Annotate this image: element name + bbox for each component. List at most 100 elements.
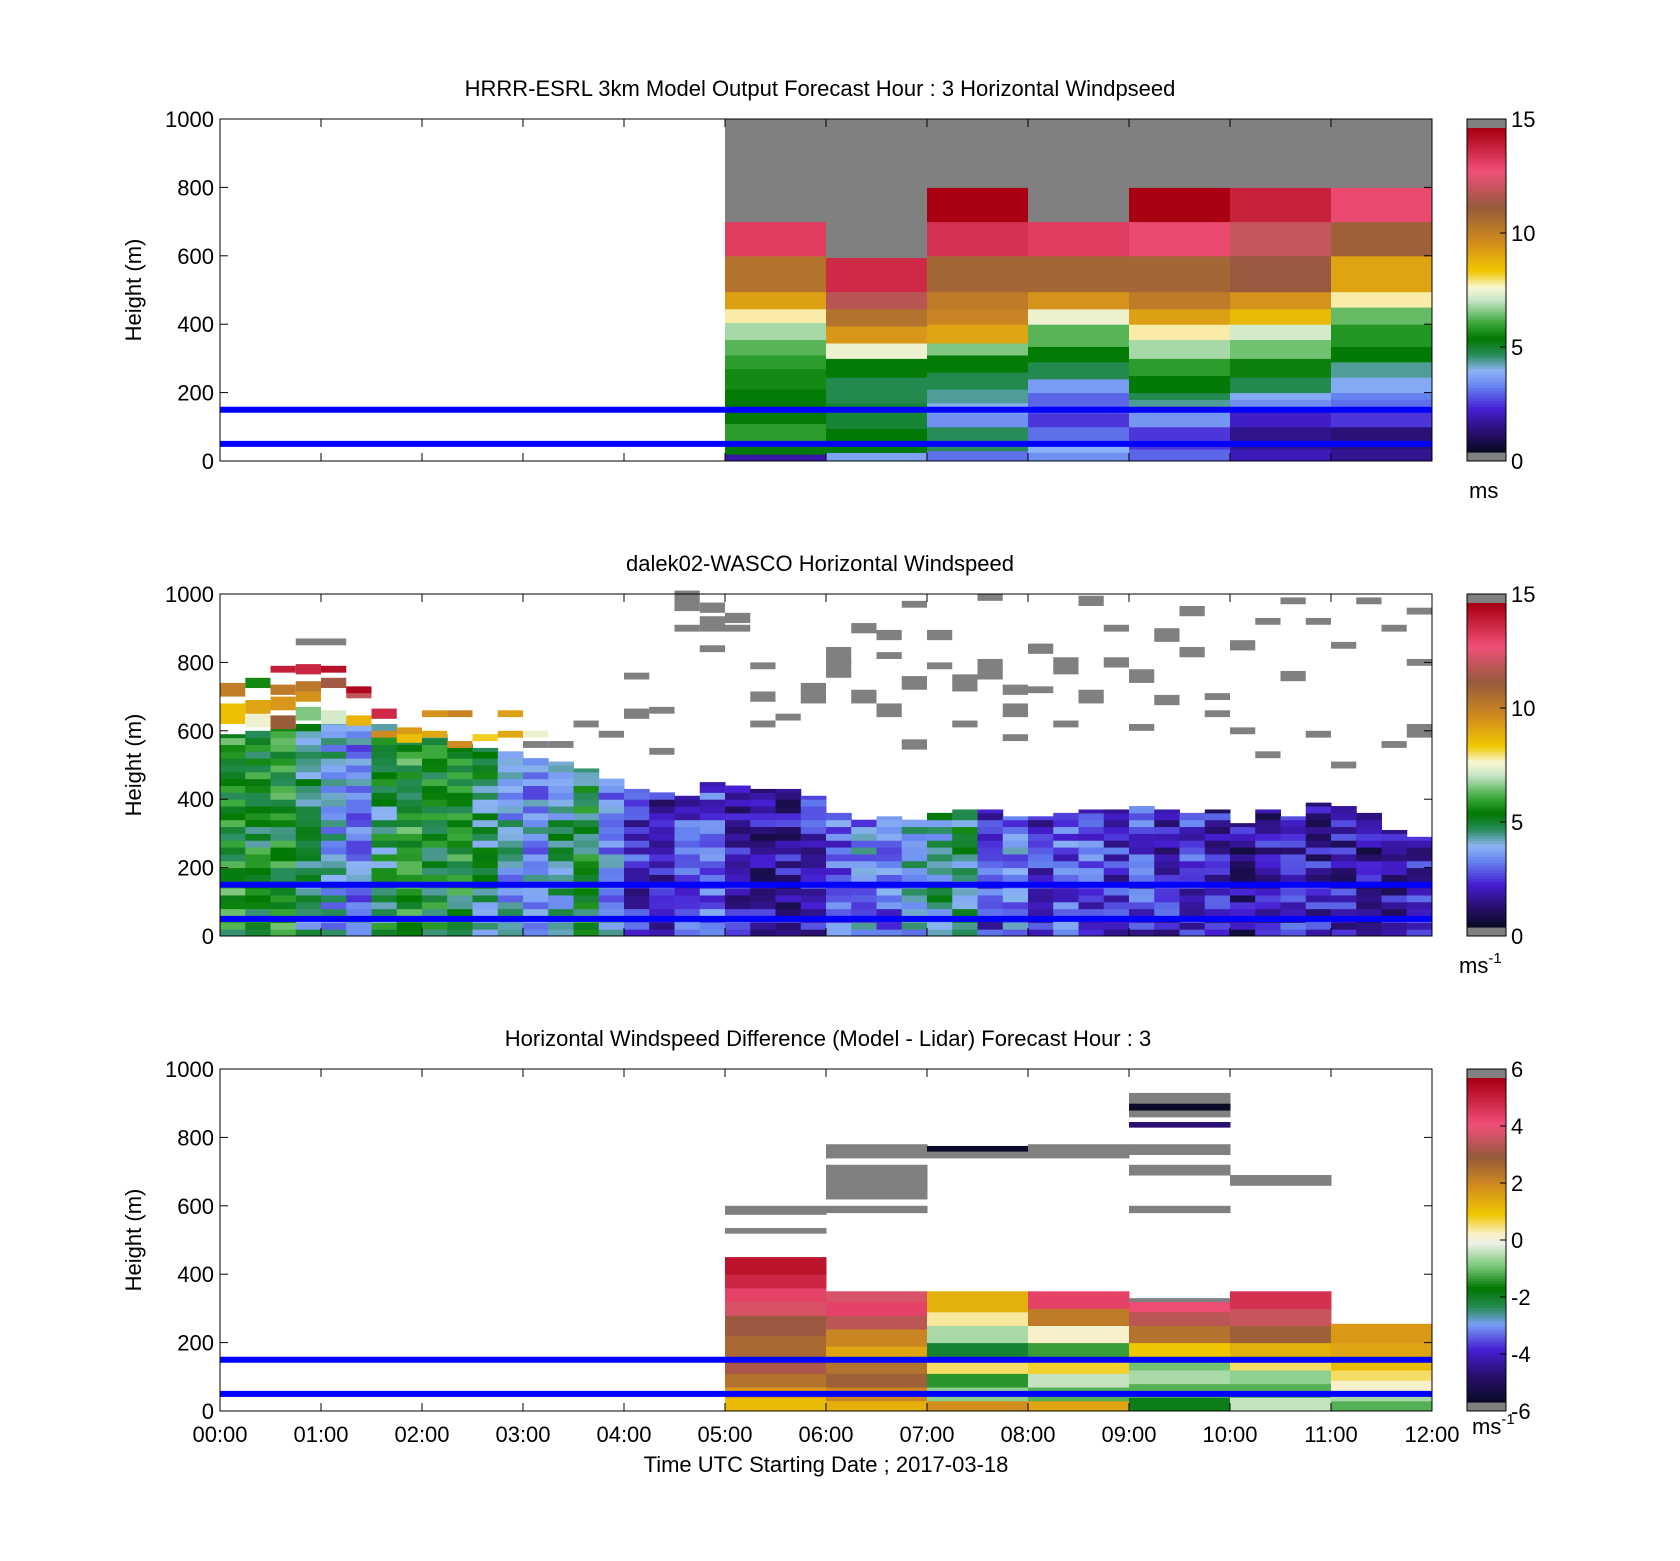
heatmap-cell bbox=[1129, 1369, 1231, 1385]
heatmap-cell bbox=[346, 867, 372, 875]
heatmap-cell bbox=[1028, 413, 1130, 428]
colorbar-segment bbox=[1467, 408, 1506, 413]
y-tick-label: 400 bbox=[177, 787, 214, 812]
colorbar-segment bbox=[1467, 1307, 1506, 1311]
heatmap-cell bbox=[1230, 888, 1256, 896]
heatmap-cell bbox=[1129, 409, 1231, 428]
colorbar-segment bbox=[1467, 740, 1506, 744]
heatmap-cell bbox=[321, 833, 347, 841]
heatmap-cell bbox=[927, 874, 953, 882]
colorbar-segment bbox=[1467, 1264, 1506, 1268]
colorbar-segment bbox=[1467, 1177, 1506, 1182]
colorbar-segment bbox=[1467, 1299, 1506, 1303]
heatmap-cell bbox=[1103, 929, 1130, 937]
colorbar-segment bbox=[1467, 756, 1506, 761]
heatmap-cell bbox=[220, 819, 246, 828]
heatmap-cell bbox=[750, 853, 776, 862]
heatmap-cell bbox=[1129, 826, 1155, 834]
heatmap-cell bbox=[371, 833, 398, 841]
heatmap-cell bbox=[952, 888, 978, 896]
heatmap-cell bbox=[699, 929, 726, 937]
heatmap-cell bbox=[295, 785, 322, 793]
colorbar-segment bbox=[1467, 1142, 1506, 1147]
heatmap-cell bbox=[220, 778, 246, 787]
heatmap-cell bbox=[927, 255, 1029, 293]
colorbar-segment bbox=[1467, 130, 1506, 134]
heatmap-cell bbox=[447, 847, 473, 855]
heatmap-cell bbox=[321, 785, 347, 793]
heatmap-cell bbox=[649, 826, 675, 834]
heatmap-cell bbox=[1129, 1342, 1231, 1361]
colorbar-segment bbox=[1467, 1191, 1506, 1195]
colorbar-segment bbox=[1467, 330, 1506, 334]
colorbar-segment bbox=[1467, 260, 1506, 264]
colorbar-segment bbox=[1467, 902, 1506, 906]
colorbar-segment bbox=[1467, 195, 1506, 199]
heatmap-cell bbox=[1356, 833, 1382, 841]
x-tick-label: 03:00 bbox=[495, 1422, 550, 1447]
heatmap-cell bbox=[573, 853, 600, 862]
heatmap-cell bbox=[901, 853, 928, 862]
heatmap-cell bbox=[220, 922, 246, 930]
colorbar-tick-label: -4 bbox=[1511, 1342, 1531, 1367]
heatmap-cell bbox=[220, 867, 246, 875]
heatmap-cell bbox=[548, 901, 574, 910]
heatmap-cell bbox=[1406, 922, 1433, 930]
heatmap-cell bbox=[321, 799, 347, 807]
heatmap-cell bbox=[725, 799, 751, 807]
heatmap-cell bbox=[699, 602, 725, 613]
heatmap-cell bbox=[952, 847, 978, 855]
heatmap-cell bbox=[598, 778, 625, 787]
heatmap-cell bbox=[674, 826, 701, 834]
heatmap-cell bbox=[598, 894, 625, 903]
axis-ticks: 00:00 01:00 02:00 03:00 04:00 05:00 06:00 07:00… bbox=[165, 1057, 1459, 1447]
heatmap-cell bbox=[1053, 657, 1079, 675]
heatmap-cell bbox=[598, 901, 625, 910]
heatmap-cell bbox=[548, 840, 574, 848]
heatmap-cell bbox=[876, 908, 903, 916]
heatmap-cell bbox=[1331, 399, 1433, 411]
heatmap-cell bbox=[775, 867, 802, 875]
heatmap-cell bbox=[1230, 1342, 1332, 1361]
colorbar-segment bbox=[1467, 290, 1506, 294]
colorbar-segment bbox=[1467, 155, 1506, 159]
heatmap-cell bbox=[523, 741, 549, 748]
heatmap-cell bbox=[371, 908, 398, 916]
heatmap-cell bbox=[1381, 853, 1408, 862]
colorbar-segment bbox=[1467, 889, 1506, 893]
heatmap-cell bbox=[1230, 1308, 1332, 1326]
heatmap-cell bbox=[826, 1400, 928, 1412]
colorbar-segment bbox=[1467, 273, 1506, 278]
heatmap-cell bbox=[1230, 409, 1332, 428]
heatmap-cell bbox=[725, 402, 827, 424]
heatmap-cell bbox=[1255, 929, 1281, 937]
heatmap-cell bbox=[497, 819, 524, 828]
heatmap-cell bbox=[901, 833, 928, 841]
colorbar-segment bbox=[1467, 1245, 1506, 1249]
y-axis-label: Height (m) bbox=[121, 714, 146, 817]
x-tick-label: 05:00 bbox=[697, 1422, 752, 1447]
colorbar-segment bbox=[1467, 797, 1506, 801]
heatmap-cell bbox=[1331, 819, 1357, 828]
heatmap-cell bbox=[649, 806, 675, 814]
colorbar-segment bbox=[1467, 271, 1506, 275]
heatmap-cell bbox=[1028, 1359, 1130, 1374]
colorbar-segment bbox=[1467, 705, 1506, 709]
heatmap-cell bbox=[270, 785, 297, 793]
heatmap-cell bbox=[1381, 894, 1408, 903]
heatmap-cell bbox=[346, 730, 372, 739]
heatmap-cell bbox=[674, 812, 701, 821]
heatmap-cell bbox=[1179, 860, 1206, 869]
heatmap-cell bbox=[598, 874, 625, 882]
heatmap-cell bbox=[725, 368, 827, 390]
heatmap-cell bbox=[548, 761, 574, 766]
heatmap-cell bbox=[1204, 929, 1231, 937]
heatmap-cell bbox=[220, 840, 246, 848]
heatmap-cell bbox=[1381, 624, 1407, 632]
colorbar-segment bbox=[1467, 659, 1506, 663]
heatmap-cell bbox=[1053, 833, 1079, 841]
heatmap-cell bbox=[371, 867, 398, 875]
heatmap-cell bbox=[927, 833, 953, 841]
colorbar-segment bbox=[1467, 1391, 1506, 1395]
heatmap-cell bbox=[1406, 723, 1432, 738]
